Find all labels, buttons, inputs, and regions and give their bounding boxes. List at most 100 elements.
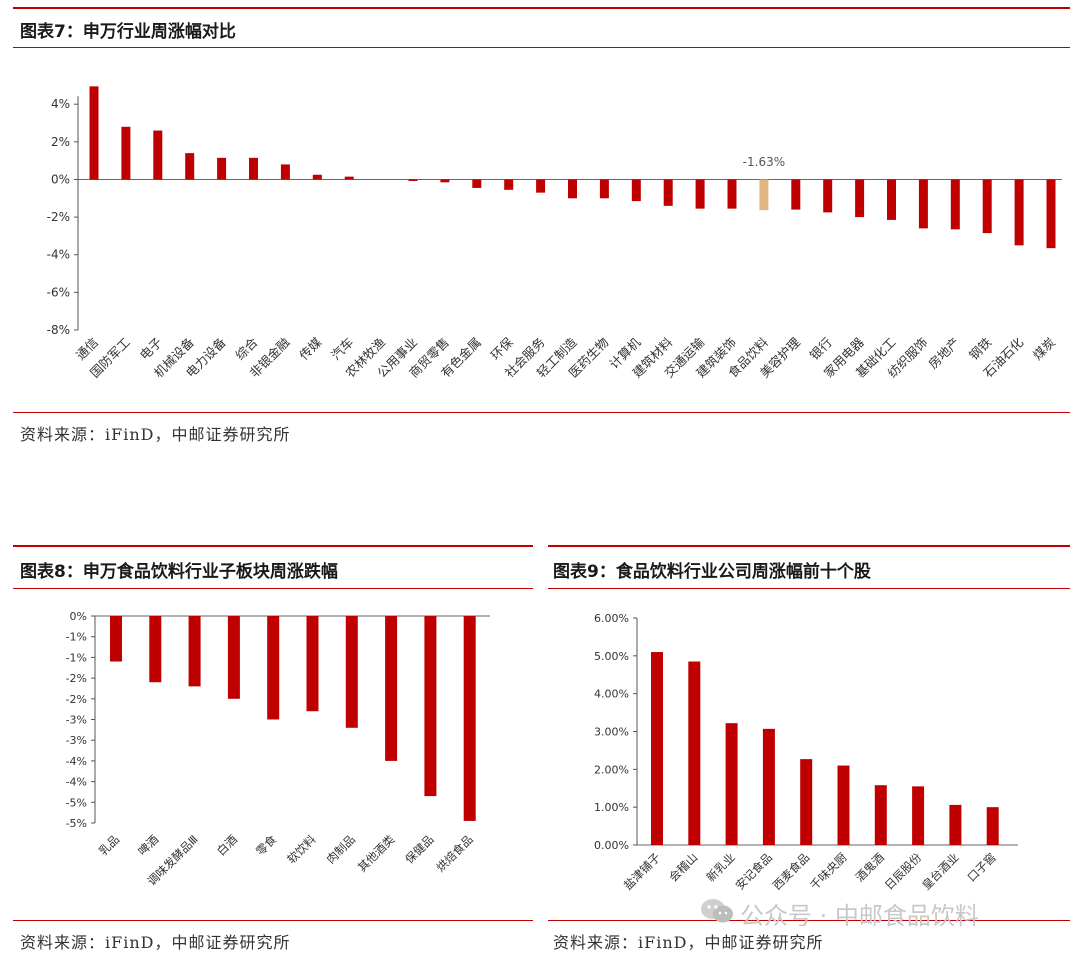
x-tick-label: 安记食品: [733, 850, 775, 892]
bar: [267, 616, 280, 720]
figure7-top-rule: [13, 7, 1070, 9]
figure9-title: 图表9：食品饮料行业公司周涨幅前十个股: [553, 562, 871, 582]
bar: [725, 723, 738, 845]
bar: [440, 179, 450, 183]
bar: [986, 807, 999, 845]
bar: [110, 616, 122, 662]
bar: [663, 179, 673, 206]
bar: [472, 179, 482, 188]
figure8-title: 图表8：申万食品饮料行业子板块周涨跌幅: [20, 562, 338, 582]
figure9-bottom-rule: [548, 920, 1070, 921]
x-tick-label: 酒鬼酒: [853, 850, 887, 884]
bar: [344, 176, 354, 180]
figure8-bottom-rule: [13, 920, 533, 921]
watermark-text: 公众号 · 中邮食品饮料: [740, 902, 979, 930]
y-tick-label: 4.00%: [594, 688, 629, 701]
figure8-title-rule: [13, 588, 533, 589]
x-tick-label: 日辰股份: [882, 850, 925, 893]
bar: [280, 164, 290, 180]
bar: [800, 759, 813, 845]
y-tick-label: 2.00%: [594, 763, 629, 776]
bar: [385, 616, 398, 761]
y-tick-label: -5%: [66, 796, 87, 809]
y-tick-label: -4%: [47, 248, 70, 262]
bar: [631, 179, 641, 202]
bar: [568, 179, 577, 199]
bar: [1014, 179, 1024, 246]
x-tick-label: 西麦食品: [770, 850, 812, 892]
chart-food-beverage-subsectors: 0%-1%-1%-2%-2%-3%-3%-4%-4%-5%-5%乳品 啤酒调味发酵…: [66, 610, 490, 888]
x-tick-label: 新乳业: [703, 850, 737, 884]
bar: [949, 804, 962, 845]
bar: [249, 157, 258, 180]
bar: [188, 616, 201, 687]
x-tick-label: 口子窖: [965, 850, 999, 884]
figure9-title-rule: [548, 588, 1070, 589]
bar: [227, 616, 240, 699]
bar: [149, 616, 162, 683]
figure7-title-rule: [13, 47, 1070, 48]
bar: [599, 179, 609, 199]
bar: [89, 86, 99, 180]
bar: [855, 179, 865, 218]
bar: [463, 616, 476, 821]
y-tick-label: -1%: [66, 651, 87, 664]
bar: [982, 179, 992, 234]
bar: [217, 157, 227, 180]
bar: [312, 174, 322, 180]
bar: [306, 616, 319, 712]
y-tick-label: -1%: [66, 631, 87, 644]
figure9-top-rule: [548, 545, 1070, 547]
y-tick-label: 4%: [51, 97, 70, 111]
bar: [153, 130, 163, 180]
y-tick-label: 6.00%: [594, 612, 629, 625]
figure7-source: 资料来源：iFinD，中邮证券研究所: [20, 425, 291, 444]
x-tick-label: 皇台酒业: [919, 850, 961, 892]
bar: [688, 661, 701, 845]
bar: [912, 786, 925, 845]
bar: [504, 179, 514, 190]
y-tick-label: -5%: [66, 817, 87, 830]
x-tick-label: 千味央厨: [807, 850, 849, 892]
y-tick-label: -2%: [47, 210, 70, 224]
y-tick-label: 2%: [51, 135, 70, 149]
figure8-top-rule: [13, 545, 533, 547]
wechat-icon: [701, 899, 733, 923]
y-tick-label: -6%: [47, 285, 70, 299]
bar: [345, 616, 358, 728]
figure9-source: 资料来源：iFinD，中邮证券研究所: [553, 933, 824, 952]
y-tick-label: -3%: [66, 734, 87, 747]
bar: [121, 126, 131, 180]
x-tick-label: 会稽山: [666, 850, 700, 884]
y-tick-label: -8%: [47, 323, 70, 337]
bar: [823, 179, 833, 213]
bar: [887, 179, 896, 220]
y-tick-label: 1.00%: [594, 801, 629, 814]
figure7-title: 图表7：申万行业周涨幅对比: [20, 22, 236, 42]
bar: [185, 153, 195, 180]
y-tick-label: 0%: [51, 172, 70, 186]
bar: [651, 652, 663, 845]
bar: [536, 179, 546, 193]
bar: [1046, 179, 1056, 249]
y-tick-label: -2%: [66, 672, 87, 685]
y-tick-label: -3%: [66, 714, 87, 727]
bar: [837, 765, 850, 845]
bar: [918, 179, 928, 229]
bar: [759, 179, 769, 211]
y-tick-label: -2%: [66, 693, 87, 706]
bar: [408, 179, 418, 181]
bar: [791, 179, 801, 210]
bar: [695, 179, 705, 209]
bar: [762, 728, 775, 845]
bar: [950, 179, 960, 230]
y-tick-label: -4%: [66, 755, 87, 768]
y-tick-label: 0.00%: [594, 839, 629, 852]
y-tick-label: 5.00%: [594, 650, 629, 663]
bar: [874, 785, 887, 845]
y-tick-label: 0%: [70, 610, 87, 623]
y-tick-label: -4%: [66, 776, 87, 789]
figure8-source: 资料来源：iFinD，中邮证券研究所: [20, 933, 291, 952]
